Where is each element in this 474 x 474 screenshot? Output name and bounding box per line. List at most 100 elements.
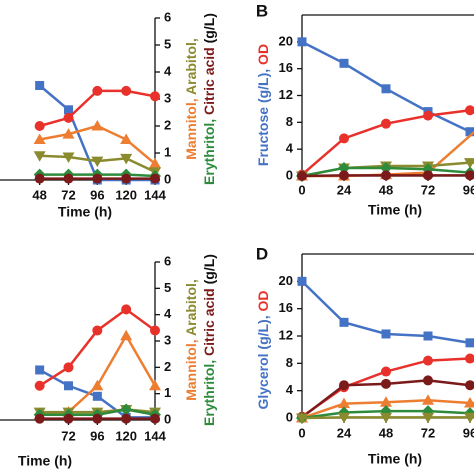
x-tick-label: 48 [379, 182, 393, 197]
marker [120, 133, 133, 144]
y-tick-label: 3 [164, 90, 171, 105]
y-tick-label: 4 [164, 306, 172, 321]
marker [423, 110, 433, 121]
series-line [301, 416, 474, 420]
marker [465, 170, 474, 181]
marker [121, 85, 132, 96]
y-tick-label: 16 [279, 300, 293, 315]
marker [297, 171, 307, 181]
plot-area [33, 304, 161, 424]
x-tick-label: 72 [421, 425, 435, 440]
panel-label: B [256, 1, 268, 20]
marker [34, 173, 45, 184]
panel: 048121620024487296120Time (h)Fructose (g… [255, 1, 474, 218]
x-tick-label: 144 [144, 187, 166, 202]
y-axis-label-part: Erythritol, [201, 115, 217, 185]
series-line [301, 166, 474, 178]
y-tick-label: 0 [286, 409, 293, 424]
x-tick-label: 48 [32, 187, 46, 202]
series-line [301, 356, 474, 418]
marker [380, 396, 392, 407]
marker [297, 37, 307, 47]
x-axis-label: Time (h) [368, 202, 422, 218]
x-axis-label: Time (h) [18, 453, 72, 469]
y-tick-label: 6 [164, 9, 171, 24]
x-tick-label: 96 [90, 428, 104, 443]
y-axis-label-part: Arabitol, [183, 279, 199, 336]
series-line [301, 379, 474, 419]
marker [63, 112, 74, 123]
y-axis-label-part: OD [255, 290, 271, 311]
marker [34, 380, 45, 391]
x-tick-label: 48 [379, 425, 393, 440]
marker [92, 173, 103, 184]
marker [33, 133, 46, 144]
marker [120, 403, 133, 416]
marker [338, 397, 350, 409]
x-tick-label: 0 [298, 425, 305, 440]
marker [380, 161, 392, 174]
marker [149, 379, 161, 391]
marker [297, 276, 307, 286]
marker [338, 412, 350, 424]
marker [422, 412, 434, 424]
marker [423, 375, 433, 386]
marker [120, 153, 133, 165]
marker [464, 158, 474, 169]
series-line [38, 307, 156, 387]
x-tick-label: 120 [115, 428, 137, 443]
series-line [301, 398, 474, 420]
marker [423, 170, 433, 181]
marker [465, 105, 474, 116]
marker [149, 157, 161, 169]
y-tick-label: 5 [164, 280, 171, 295]
y-tick-label: 6 [164, 253, 171, 268]
panel: 048121620024487296120Time (h)Glycerol (g… [255, 244, 474, 467]
marker [339, 317, 349, 327]
marker [91, 379, 104, 391]
y-tick-label: 0 [164, 171, 171, 186]
marker [339, 133, 349, 144]
y-axis-label-part: Erythritol, [201, 356, 217, 426]
y-axis-label-part: Fructose (g/L), [255, 65, 271, 166]
series-line [301, 280, 474, 347]
y-tick-label: 2 [164, 117, 171, 132]
marker [35, 365, 45, 375]
y-axis-label: Fructose (g/L), OD [255, 44, 271, 166]
x-tick-label: 72 [61, 428, 75, 443]
marker [63, 173, 74, 184]
marker [339, 380, 349, 391]
marker [121, 173, 132, 184]
marker [464, 396, 474, 408]
marker [34, 121, 45, 131]
marker [465, 127, 474, 137]
marker [92, 85, 103, 96]
series-line [301, 108, 474, 176]
marker [35, 81, 45, 90]
y-tick-label: 16 [279, 60, 293, 75]
marker [91, 156, 104, 168]
marker [381, 118, 391, 129]
x-tick-label: 96 [90, 187, 104, 202]
panel: 0 1 2 3 4 5 6 72 96 120 144 Time (h) Mannitol, Arabi… [0, 253, 217, 469]
y-tick-label: 3 [164, 332, 171, 347]
marker [63, 413, 74, 424]
x-tick-label: 96 [463, 182, 474, 197]
marker [92, 325, 103, 336]
y-axis-label-part: Glycerol (g/L), [255, 311, 271, 409]
marker [62, 152, 75, 164]
marker [150, 325, 160, 336]
marker [120, 329, 133, 341]
plot-area [296, 276, 474, 424]
y-tick-label: 4 [286, 382, 294, 397]
x-axis-label: Time (h) [368, 451, 422, 467]
marker [33, 151, 46, 162]
marker [422, 394, 434, 405]
marker [423, 331, 433, 341]
marker [381, 329, 391, 339]
marker [338, 161, 350, 174]
y-tick-label: 4 [164, 63, 172, 78]
marker [381, 170, 391, 181]
marker [63, 362, 74, 373]
